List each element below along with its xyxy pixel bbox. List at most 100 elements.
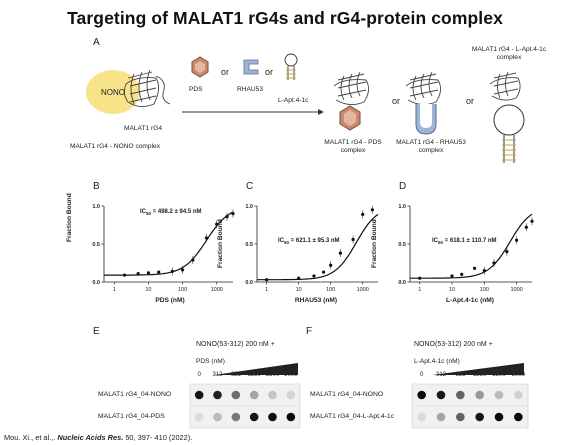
fit-curve xyxy=(257,213,379,281)
data-point xyxy=(170,269,174,273)
data-point xyxy=(418,276,422,280)
blot-dot xyxy=(249,412,259,422)
blot-dot xyxy=(456,390,465,400)
blot-dot xyxy=(194,390,204,400)
blot-dot xyxy=(268,412,277,422)
data-point xyxy=(370,208,374,212)
blot-e-membrane xyxy=(189,383,301,429)
fit-curve xyxy=(410,213,533,279)
blot-dot xyxy=(456,412,465,422)
data-point xyxy=(191,258,195,262)
blot-f-header: NONO(53-312) 200 nM + xyxy=(414,341,493,348)
rg4-lapt-complex-drawing xyxy=(489,71,525,163)
pds-label: PDS xyxy=(189,86,203,93)
y-tick-label: 1.0 xyxy=(92,204,100,210)
x-tick-label: 100 xyxy=(326,287,335,293)
panel-b-label: B xyxy=(93,181,100,192)
citation: Mou. Xi., et al.,. Nucleic Acids Res. 50… xyxy=(4,433,193,442)
nono-label: NONO xyxy=(101,88,125,97)
y-tick-label: 0.5 xyxy=(398,242,406,248)
blot-dot xyxy=(231,412,241,422)
data-point xyxy=(157,270,161,274)
y-tick-label: 0.5 xyxy=(92,242,100,248)
ic50-pds: IC50 = 498.2 ± 94.5 nM xyxy=(140,209,202,217)
blot-dot xyxy=(436,390,446,400)
x-tick-label: 1000 xyxy=(211,287,223,293)
data-point xyxy=(338,251,342,255)
data-point xyxy=(450,274,454,278)
xlabel-rhau53: RHAU53 (nM) xyxy=(294,297,338,304)
nono-complex-label: MALAT1 rG4 - NONO complex xyxy=(69,143,160,150)
blot-dot xyxy=(436,412,446,422)
x-tick-label: 1 xyxy=(418,287,421,293)
rg4-label: MALAT1 rG4 xyxy=(124,125,162,132)
data-point xyxy=(146,271,151,275)
blot-dot xyxy=(249,390,259,400)
rg4-structure-left xyxy=(123,69,171,107)
x-tick-label: 1000 xyxy=(510,287,522,293)
panel-a-label: A xyxy=(93,37,100,48)
binding-plot-rhau53: 1 10 100 1000 0.0 0.5 1.0 xyxy=(245,204,379,293)
lapt-label: L-Apt.4-1c xyxy=(278,97,309,104)
lapt-hairpin xyxy=(284,53,298,80)
blot-dot xyxy=(514,412,523,422)
data-point xyxy=(351,237,355,242)
y-tick-label: 1.0 xyxy=(398,204,406,210)
or-1: or xyxy=(221,67,230,77)
data-point xyxy=(329,263,333,267)
data-point xyxy=(312,274,316,278)
data-point xyxy=(297,276,301,280)
data-point xyxy=(321,270,326,274)
blot-dot xyxy=(514,390,523,400)
data-point xyxy=(524,225,528,229)
xlabel-lapt: L-Apt.4-1c (nM) xyxy=(446,297,494,304)
x-tick-label: 100 xyxy=(178,287,187,293)
blot-f-membrane xyxy=(411,383,529,429)
blot-dot xyxy=(417,390,426,400)
x-tick-label: 1 xyxy=(265,287,268,293)
blot-dot xyxy=(286,390,296,400)
xlabel-pds: PDS (nM) xyxy=(155,297,185,304)
y-tick-label: 0.5 xyxy=(245,242,253,248)
data-point xyxy=(122,273,127,277)
binding-plot-lapt: 1 10 100 1000 0.0 0.5 1.0 xyxy=(398,204,534,293)
data-point xyxy=(472,266,477,270)
y-tick-label: 0.0 xyxy=(92,280,100,286)
data-point xyxy=(460,272,464,276)
blot-dot xyxy=(194,412,204,422)
blot-dot xyxy=(417,412,426,422)
blot-dot xyxy=(213,390,222,400)
concentration-label: 0 xyxy=(197,372,201,378)
x-tick-label: 10 xyxy=(296,287,302,293)
rhau53-shape xyxy=(243,59,259,75)
slide-title: Targeting of MALAT1 rG4s and rG4-protein… xyxy=(67,8,503,28)
ic50-rhau53: IC50 = 621.1 ± 95.3 nM xyxy=(278,238,340,246)
blot-dot xyxy=(213,412,222,422)
blot-e-gradient-wedge xyxy=(214,363,298,375)
blot-dot xyxy=(494,390,504,400)
blot-dot xyxy=(268,390,277,400)
blot-e-row2-label: MALAT1 rG4_04-PDS xyxy=(98,413,165,420)
x-tick-label: 1 xyxy=(113,287,116,293)
data-point xyxy=(180,268,185,272)
data-point xyxy=(204,236,209,240)
panel-c-label: C xyxy=(246,181,254,192)
data-point xyxy=(215,222,219,226)
rg4-rhau53-complex-drawing xyxy=(405,71,441,135)
data-point xyxy=(482,269,486,273)
ic50-lapt: IC50 = 618.1 ± 110.7 nM xyxy=(432,238,497,246)
blot-e-row1-label: MALAT1 rG4_04-NONO xyxy=(98,391,172,398)
data-point xyxy=(361,212,365,216)
y-tick-label: 0.0 xyxy=(245,280,253,286)
blot-dot xyxy=(494,412,504,422)
panel-f-label: F xyxy=(306,326,313,337)
data-point xyxy=(225,215,229,219)
concentration-label: 0 xyxy=(419,372,424,378)
y-tick-label: 0.0 xyxy=(398,280,406,286)
or-2: or xyxy=(265,67,274,77)
blot-f-row2-label: MALAT1 rG4_04-L-Apt.4-1c xyxy=(310,413,395,420)
rhau-complex-label: MALAT1 rG4 - RHAU53 complex xyxy=(396,139,466,154)
